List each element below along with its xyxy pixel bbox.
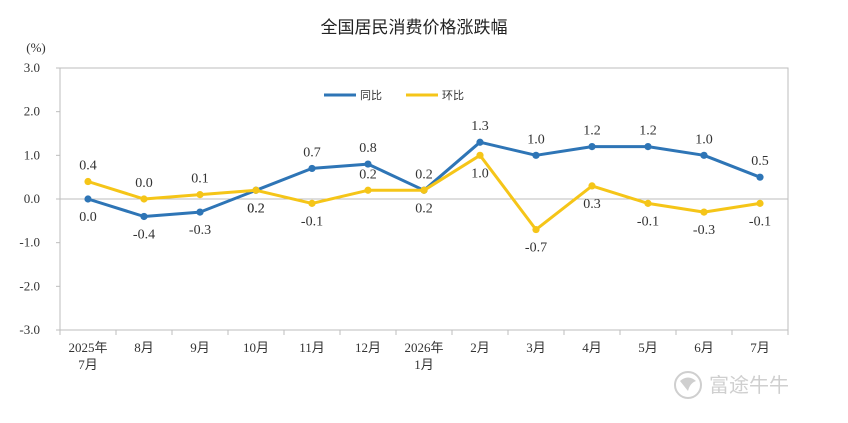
data-point bbox=[644, 143, 652, 151]
data-label: 0.3 bbox=[583, 197, 601, 212]
data-point bbox=[756, 199, 764, 207]
x-tick-label: 10月 bbox=[243, 340, 269, 355]
data-label: 0.7 bbox=[303, 145, 321, 160]
data-point bbox=[364, 186, 372, 194]
y-tick-label: 1.0 bbox=[24, 147, 40, 162]
data-label: 0.0 bbox=[79, 210, 97, 225]
y-tick-label: 3.0 bbox=[24, 60, 40, 75]
data-point bbox=[700, 208, 708, 216]
data-point bbox=[140, 212, 148, 221]
data-point bbox=[84, 195, 92, 203]
data-label: 1.3 bbox=[471, 119, 489, 134]
data-label: 1.0 bbox=[471, 166, 489, 181]
y-tick-label: 0.0 bbox=[24, 191, 40, 206]
data-point bbox=[588, 143, 596, 151]
x-tick-label: 11月 bbox=[299, 340, 325, 355]
data-label: 0.2 bbox=[247, 201, 265, 216]
watermark: 富途牛牛 bbox=[674, 371, 789, 399]
futu-logo-icon bbox=[674, 371, 702, 399]
x-tick-label: 5月 bbox=[638, 340, 658, 355]
x-tick-label: 2025年 bbox=[68, 340, 107, 355]
data-point bbox=[700, 151, 708, 159]
legend-label: 环比 bbox=[442, 89, 464, 102]
data-point bbox=[588, 182, 596, 190]
data-point bbox=[140, 195, 148, 203]
y-tick-label: 2.0 bbox=[24, 104, 40, 119]
y-axis-unit: (%) bbox=[26, 40, 46, 55]
data-label: 0.2 bbox=[415, 167, 433, 182]
x-tick-label: 1月 bbox=[414, 357, 434, 372]
legend: 同比 环比 bbox=[324, 89, 464, 102]
data-label: -0.1 bbox=[637, 214, 659, 229]
data-point bbox=[252, 186, 260, 194]
x-tick-label: 2026年 bbox=[404, 340, 443, 355]
data-label: 0.5 bbox=[751, 154, 769, 169]
data-label: 0.1 bbox=[191, 172, 209, 187]
chart-title: 全国居民消费价格涨跌幅 bbox=[321, 18, 508, 38]
y-tick-label: -2.0 bbox=[19, 278, 40, 293]
series-group: 0.0 -0.4 -0.3 0.2 0.7 0.8 0.2 1.3 1.0 1.2 1.2 1.0 0.… bbox=[79, 119, 771, 255]
data-label: -0.7 bbox=[525, 241, 547, 256]
series-1 bbox=[84, 151, 764, 234]
x-tick-label: 4月 bbox=[582, 340, 602, 355]
data-point bbox=[476, 138, 484, 146]
x-tick-label: 3月 bbox=[526, 340, 546, 355]
y-tick-label: -1.0 bbox=[19, 235, 40, 250]
data-point bbox=[196, 208, 204, 216]
data-label: 1.0 bbox=[695, 132, 713, 147]
data-label: -0.3 bbox=[693, 223, 715, 238]
data-point bbox=[364, 160, 372, 168]
data-label: 1.2 bbox=[583, 124, 601, 139]
x-tick-label: 7月 bbox=[750, 340, 770, 355]
watermark-text: 富途牛牛 bbox=[709, 373, 789, 397]
data-point bbox=[756, 173, 764, 181]
data-point bbox=[84, 177, 92, 186]
data-label: 0.4 bbox=[79, 159, 97, 174]
data-label: -0.4 bbox=[133, 227, 155, 242]
data-point bbox=[308, 164, 316, 173]
x-tick-label: 6月 bbox=[694, 340, 714, 355]
data-point bbox=[532, 151, 540, 159]
data-label: 1.2 bbox=[639, 124, 657, 139]
data-label: 0.0 bbox=[135, 176, 153, 191]
legend-item-0: 同比 bbox=[324, 89, 382, 102]
data-label: 0.2 bbox=[247, 201, 265, 216]
y-tick-label: -3.0 bbox=[19, 322, 40, 337]
x-axis: 2025年 7月 8月 9月 10月 11月 12月 2026年 1月 2月 3月 4月 5月 6月 7月 bbox=[59, 330, 789, 372]
data-point bbox=[308, 199, 316, 207]
data-point bbox=[420, 186, 428, 194]
data-label: 0.2 bbox=[415, 201, 433, 216]
data-point bbox=[196, 191, 204, 199]
x-tick-label: 12月 bbox=[355, 340, 381, 355]
y-axis: 3.0 2.0 1.0 0.0 -1.0 -2.0 -3.0 bbox=[19, 60, 60, 337]
data-point bbox=[476, 151, 484, 159]
data-label: 1.0 bbox=[527, 132, 545, 147]
data-label: -0.1 bbox=[749, 214, 771, 229]
data-label: -0.1 bbox=[301, 214, 323, 229]
data-point bbox=[644, 199, 652, 207]
legend-item-1: 环比 bbox=[406, 89, 464, 102]
x-tick-label: 9月 bbox=[190, 340, 210, 355]
x-tick-label: 2月 bbox=[470, 340, 490, 355]
data-label: 0.8 bbox=[359, 141, 377, 156]
data-label: 0.2 bbox=[359, 167, 377, 182]
legend-label: 同比 bbox=[360, 89, 382, 102]
data-labels: 0.0 -0.4 -0.3 0.2 0.7 0.8 0.2 1.3 1.0 1.2 1.2 1.0 0.… bbox=[79, 119, 771, 255]
x-tick-label: 8月 bbox=[134, 340, 154, 355]
data-label: -0.3 bbox=[189, 223, 211, 238]
data-point bbox=[532, 225, 540, 234]
x-tick-label: 7月 bbox=[78, 357, 98, 372]
